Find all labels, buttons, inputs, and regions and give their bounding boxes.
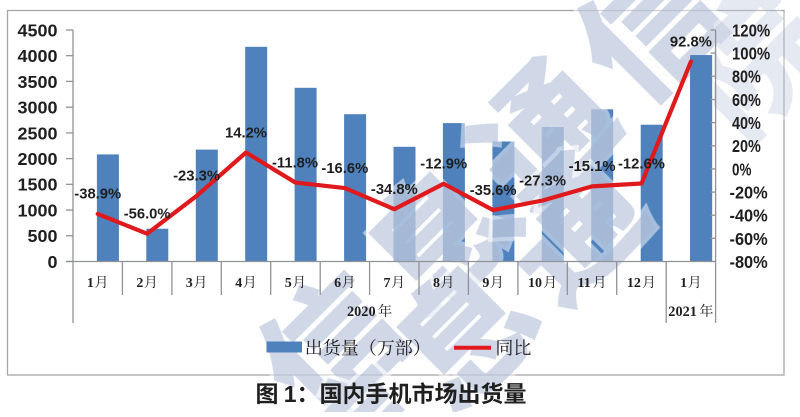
svg-text:1: 1 — [284, 381, 297, 407]
svg-text:-23.3%: -23.3% — [173, 169, 220, 185]
svg-text:100%: 100% — [732, 44, 771, 64]
svg-text:0%: 0% — [732, 159, 752, 179]
svg-text:-15.1%: -15.1% — [569, 159, 616, 175]
svg-text:3500: 3500 — [18, 72, 58, 92]
svg-text:500: 500 — [28, 226, 58, 246]
svg-text:-27.3%: -27.3% — [519, 173, 566, 189]
svg-text:-34.8%: -34.8% — [371, 182, 418, 198]
svg-text:12: 12 — [627, 276, 641, 291]
svg-text:2500: 2500 — [18, 123, 58, 143]
svg-text:-38.9%: -38.9% — [74, 187, 121, 203]
svg-text:40%: 40% — [732, 113, 761, 133]
svg-text:2020: 2020 — [347, 304, 376, 320]
svg-text:2000: 2000 — [18, 149, 58, 169]
svg-text:1: 1 — [680, 276, 687, 291]
svg-text:1: 1 — [87, 276, 94, 291]
svg-text:14.2%: 14.2% — [225, 125, 267, 141]
svg-text:-11.8%: -11.8% — [272, 155, 318, 171]
svg-text:6: 6 — [334, 276, 341, 291]
svg-text:-20%: -20% — [730, 183, 769, 203]
svg-text:4500: 4500 — [18, 20, 58, 40]
svg-text:4000: 4000 — [18, 46, 58, 66]
svg-text:-56.0%: -56.0% — [124, 207, 171, 223]
svg-text:-12.6%: -12.6% — [618, 156, 665, 172]
svg-text:-60%: -60% — [730, 229, 769, 249]
svg-text:10: 10 — [528, 276, 542, 291]
svg-text:5: 5 — [285, 276, 292, 291]
svg-text:-40%: -40% — [730, 206, 769, 226]
svg-text:20%: 20% — [732, 136, 761, 156]
svg-text:3000: 3000 — [18, 98, 58, 118]
svg-text:11: 11 — [578, 276, 591, 291]
svg-text:0: 0 — [48, 252, 58, 272]
svg-text:2021: 2021 — [668, 304, 697, 320]
svg-text:9: 9 — [482, 276, 489, 291]
svg-text:60%: 60% — [732, 90, 761, 110]
svg-text:2: 2 — [136, 276, 143, 291]
svg-text:1000: 1000 — [18, 201, 58, 221]
svg-text:3: 3 — [186, 276, 193, 291]
svg-text:120%: 120% — [732, 20, 771, 40]
svg-text:1500: 1500 — [18, 175, 58, 195]
svg-text:-12.9%: -12.9% — [420, 157, 467, 173]
svg-text:-80%: -80% — [730, 252, 769, 272]
svg-text:92.8%: 92.8% — [670, 34, 712, 50]
svg-text:-16.6%: -16.6% — [321, 161, 368, 177]
svg-text:4: 4 — [235, 276, 242, 291]
svg-text:7: 7 — [384, 276, 391, 291]
svg-text:8: 8 — [433, 276, 440, 291]
svg-text:-35.6%: -35.6% — [470, 183, 517, 199]
svg-text:80%: 80% — [732, 67, 761, 87]
